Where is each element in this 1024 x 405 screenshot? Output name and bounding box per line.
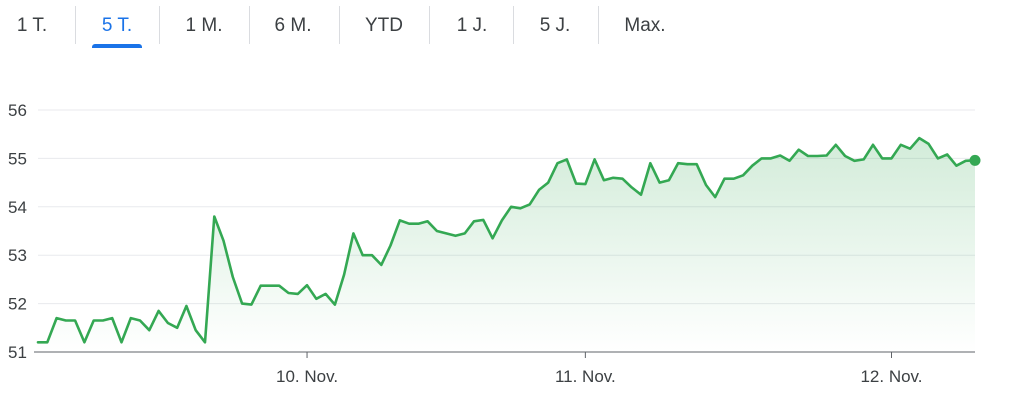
- tab-divider: [159, 6, 160, 44]
- x-tick-label: 11. Nov.: [555, 367, 616, 386]
- tab-label: 1 T.: [16, 15, 48, 36]
- tab-5-days[interactable]: 5 T.: [92, 8, 142, 48]
- tab-label: YTD: [365, 15, 403, 36]
- tab-label: Max.: [624, 15, 666, 36]
- tab-6-months[interactable]: 6 M.: [264, 8, 322, 46]
- x-axis: 10. Nov.11. Nov.12. Nov.15. Nov.: [276, 352, 923, 386]
- tab-5-years[interactable]: 5 J.: [529, 8, 581, 46]
- y-tick-label: 52: [8, 295, 27, 314]
- tab-label: 5 T.: [101, 15, 133, 36]
- tab-ytd[interactable]: YTD: [356, 8, 412, 46]
- tab-divider: [249, 6, 250, 44]
- tab-max[interactable]: Max.: [616, 8, 674, 46]
- y-axis: 51 52 53 54 55 56: [8, 101, 27, 362]
- time-range-tabs: 1 T. 5 T. 1 M. 6 M. YTD 1 J. 5 J. Max.: [0, 0, 700, 50]
- y-tick-label: 51: [8, 343, 27, 362]
- price-area-fill: [38, 138, 975, 352]
- x-tick-label: 12. Nov.: [860, 367, 922, 386]
- x-tick-label: 10. Nov.: [276, 367, 338, 386]
- price-line: [36, 136, 977, 344]
- tab-divider: [429, 6, 430, 44]
- tab-divider: [339, 6, 340, 44]
- y-tick-label: 53: [8, 246, 27, 265]
- tab-label: 1 J.: [456, 15, 488, 36]
- tab-divider: [75, 6, 76, 44]
- tab-label: 6 M.: [274, 15, 312, 36]
- tab-1-month[interactable]: 1 M.: [176, 8, 232, 46]
- tab-label: 5 J.: [539, 15, 571, 36]
- y-tick-label: 56: [8, 101, 27, 120]
- tab-1-day[interactable]: 1 T.: [6, 8, 58, 46]
- tab-label: 1 M.: [185, 15, 223, 36]
- tab-divider: [598, 6, 599, 44]
- active-tab-indicator: [92, 44, 142, 48]
- y-tick-label: 54: [8, 198, 27, 217]
- last-price-marker: [969, 154, 981, 166]
- y-tick-label: 55: [8, 149, 27, 168]
- tab-divider: [513, 6, 514, 44]
- tab-1-year[interactable]: 1 J.: [446, 8, 498, 46]
